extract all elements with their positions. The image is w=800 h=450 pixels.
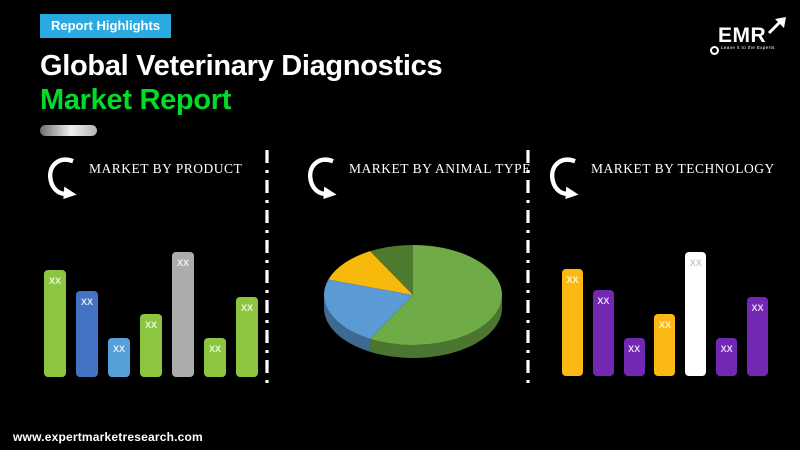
bar: XX: [716, 338, 738, 376]
bar-value-label: XX: [751, 303, 764, 313]
bar: XX: [685, 252, 707, 376]
curved-arrow-icon: [549, 157, 579, 199]
report-highlights-badge: Report Highlights: [40, 14, 172, 38]
bar-value-label: XX: [658, 320, 671, 330]
bar: XX: [172, 252, 194, 377]
emr-logo: EMR Leave it to the Experts: [710, 17, 788, 55]
bar: XX: [562, 269, 583, 376]
curved-arrow-icon: [307, 157, 337, 199]
logo-arrow-icon: [767, 17, 786, 35]
bar-value-label: XX: [176, 258, 189, 268]
bar-value-label: XX: [566, 275, 579, 285]
section-header-animal-type: MARKET BY ANIMAL TYPE: [306, 155, 531, 199]
bar: XX: [623, 338, 645, 376]
pie-chart-animal-type: [313, 237, 513, 372]
bar-value-label: XX: [720, 344, 733, 354]
bar: XX: [654, 314, 676, 376]
bar-value-label: XX: [48, 276, 61, 286]
section-header-product: MARKET BY PRODUCT: [46, 155, 242, 199]
bar: XX: [592, 290, 614, 376]
bar-value-label: XX: [80, 297, 93, 307]
logo-tagline: Leave it to the Experts: [721, 45, 775, 50]
section-divider: [265, 150, 269, 390]
section-heading: MARKET BY PRODUCT: [89, 161, 243, 176]
bar-value-label: XX: [208, 344, 221, 354]
bar-value-label: XX: [144, 320, 157, 330]
curved-arrow-icon: [47, 157, 77, 199]
bar-value-label: XX: [628, 344, 641, 354]
logo-word: EMR: [718, 24, 767, 47]
bar-chart-technology: XX XX XX XX XX XX XX: [562, 252, 768, 376]
title-underline-pill: [40, 125, 97, 136]
bar: XX: [140, 314, 162, 377]
logo-lens-icon: [710, 46, 719, 55]
page-title-line2: Market Report: [40, 84, 232, 116]
bar: XX: [236, 297, 258, 377]
section-heading: MARKET BY TECHNOLOGY: [591, 161, 775, 176]
pie-3d: [324, 245, 502, 358]
section-heading: MARKET BY ANIMAL TYPE: [349, 161, 531, 176]
page-title: Global Veterinary Diagnostics Market Rep…: [40, 49, 443, 117]
website-url: www.expertmarketresearch.com: [13, 430, 203, 444]
bar: XX: [108, 338, 130, 377]
bar-value-label: XX: [112, 344, 125, 354]
bar-value-label: XX: [597, 296, 610, 306]
section-divider: [526, 150, 530, 390]
bar: XX: [746, 297, 768, 376]
section-header-technology: MARKET BY TECHNOLOGY: [548, 155, 775, 199]
bar: XX: [76, 291, 98, 377]
bar: XX: [204, 338, 226, 377]
bar-chart-product: XX XX XX XX XX XX XX: [44, 250, 258, 377]
bar-value-label: XX: [689, 258, 702, 268]
bar: XX: [44, 270, 66, 377]
page-title-line1: Global Veterinary Diagnostics: [40, 50, 443, 82]
bar-value-label: XX: [240, 303, 253, 313]
